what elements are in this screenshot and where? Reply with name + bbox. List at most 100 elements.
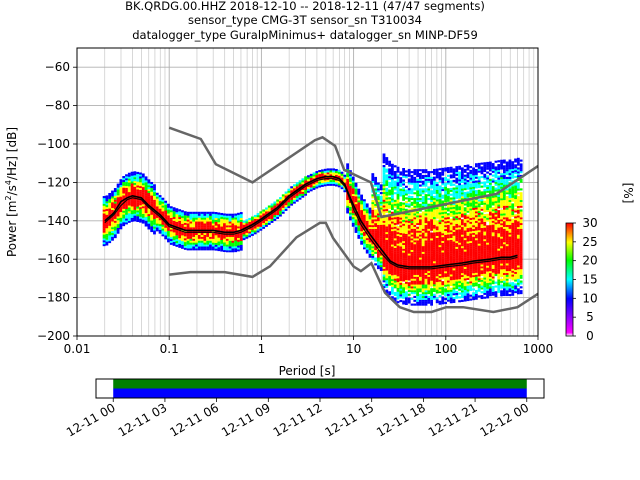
density-cell: [141, 196, 145, 199]
density-cell: [418, 238, 422, 241]
density-cell: [234, 250, 238, 253]
density-cell: [167, 205, 170, 208]
density-cell: [463, 203, 467, 206]
density-cell: [111, 234, 114, 237]
density-cell: [410, 176, 414, 179]
density-cell: [432, 226, 436, 229]
density-cell: [438, 250, 442, 253]
density-cell: [396, 195, 400, 198]
density-cell: [424, 220, 428, 224]
density-cell: [438, 268, 442, 271]
density-cell: [237, 239, 240, 242]
density-cell: [469, 187, 473, 190]
density-cell: [136, 210, 140, 213]
density-cell: [424, 278, 428, 281]
density-cell: [441, 223, 445, 226]
density-cell: [488, 261, 492, 264]
density-cell: [382, 188, 386, 191]
density-cell: [438, 279, 442, 282]
density-cell: [441, 181, 445, 184]
density-cell: [438, 189, 442, 192]
density-cell: [446, 293, 450, 296]
density-cell: [393, 217, 397, 220]
density-cell: [192, 213, 196, 216]
density-cell: [393, 201, 397, 204]
density-cell: [486, 286, 489, 289]
density-cell: [424, 219, 428, 222]
density-cell: [460, 167, 464, 170]
density-cell: [122, 204, 126, 207]
density-cell: [469, 275, 473, 278]
density-cell: [147, 181, 151, 184]
density-cell: [309, 175, 313, 178]
density-cell: [416, 213, 419, 216]
density-cell: [169, 233, 173, 236]
density-cell: [477, 168, 481, 171]
density-cell: [466, 185, 470, 188]
density-cell: [511, 189, 515, 193]
density-cell: [452, 220, 456, 223]
density-cell: [441, 248, 445, 251]
density-cell: [382, 280, 386, 283]
density-cell: [404, 254, 408, 257]
density-cell: [494, 247, 498, 250]
density-cell: [404, 174, 408, 177]
density-cell: [483, 200, 487, 203]
density-cell: [438, 258, 442, 261]
density-cell: [388, 264, 392, 267]
density-cell: [424, 211, 428, 214]
density-cell: [374, 226, 378, 229]
density-cell: [486, 163, 489, 166]
density-cell: [139, 205, 142, 208]
density-cell: [391, 290, 394, 293]
density-cell: [371, 221, 375, 224]
density-cell: [474, 274, 478, 277]
density-cell: [399, 225, 403, 228]
density-cell: [416, 297, 419, 300]
density-cell: [469, 235, 473, 238]
density-cell: [455, 192, 459, 196]
density-cell: [127, 214, 131, 218]
density-cell: [360, 232, 364, 236]
density-cell: [477, 283, 481, 286]
density-cell: [441, 290, 445, 293]
density-cell: [404, 204, 408, 208]
density-cell: [290, 186, 294, 189]
density-cell: [332, 174, 336, 177]
density-cell: [234, 219, 238, 222]
density-cell: [432, 261, 436, 264]
density-cell: [494, 212, 498, 215]
density-cell: [430, 249, 433, 252]
density-cell: [466, 245, 470, 248]
density-cell: [391, 171, 394, 174]
density-cell: [393, 299, 397, 302]
density-cell: [125, 201, 128, 204]
density-cell: [494, 202, 498, 206]
density-cell: [391, 225, 394, 228]
density-cell: [424, 205, 428, 208]
density-cell: [455, 267, 459, 270]
density-cell: [497, 290, 501, 293]
density-cell: [164, 233, 168, 236]
density-cell: [178, 216, 182, 220]
density-cell: [228, 242, 232, 245]
density-cell: [511, 234, 515, 237]
density-cell: [105, 201, 109, 204]
density-cell: [379, 220, 383, 223]
density-cell: [477, 176, 481, 179]
density-cell: [360, 208, 364, 211]
density-cell: [483, 279, 487, 282]
density-cell: [141, 177, 145, 180]
density-cell: [164, 210, 168, 213]
density-cell: [127, 199, 131, 202]
density-cell: [413, 215, 417, 218]
density-cell: [452, 191, 456, 194]
density-cell: [418, 247, 422, 250]
density-cell: [136, 177, 140, 180]
density-cell: [178, 232, 182, 235]
density-cell: [225, 223, 229, 226]
density-cell: [458, 215, 461, 218]
density-cell: [418, 209, 422, 212]
density-cell: [175, 221, 179, 224]
density-cell: [248, 229, 252, 232]
